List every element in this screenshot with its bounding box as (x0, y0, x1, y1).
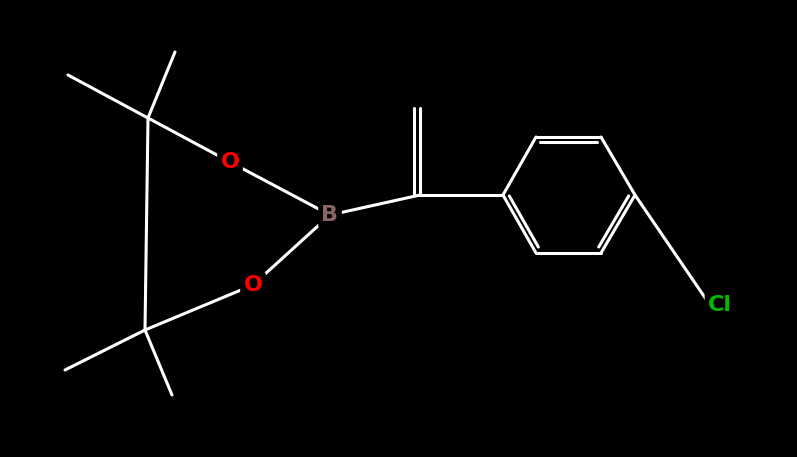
Text: O: O (221, 152, 240, 172)
Text: Cl: Cl (708, 295, 732, 315)
Text: O: O (244, 275, 262, 295)
Text: B: B (321, 205, 339, 225)
